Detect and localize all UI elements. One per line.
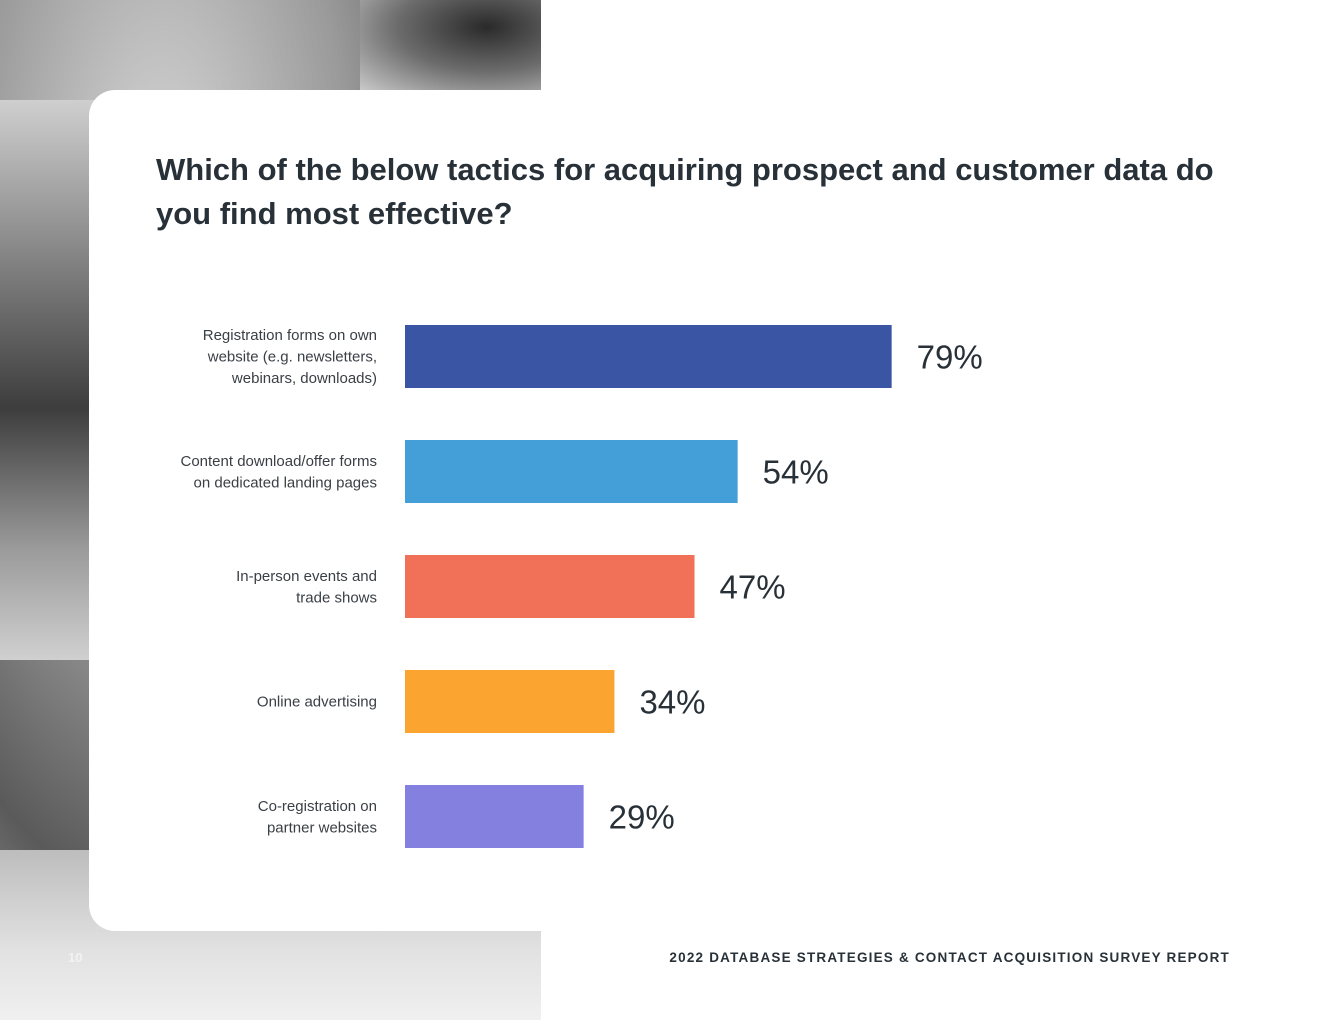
- bar-1: [405, 325, 892, 388]
- content-card: [89, 90, 1320, 931]
- report-footer: 2022 DATABASE STRATEGIES & CONTACT ACQUI…: [669, 950, 1230, 965]
- bar-3: [405, 555, 695, 618]
- category-label-1: Registration forms on own website (e.g. n…: [203, 327, 377, 387]
- page-number: 10: [68, 950, 83, 965]
- value-label-4: 34%: [639, 684, 705, 721]
- bar-2: [405, 440, 738, 503]
- category-label-4: Online advertising: [257, 694, 377, 711]
- value-label-2: 54%: [763, 454, 829, 491]
- photo-shadow: [360, 0, 541, 90]
- category-label-3: In-person events and trade shows: [236, 568, 377, 607]
- category-label-5: Co-registration on partner websites: [258, 798, 377, 837]
- bar-5: [405, 785, 584, 848]
- value-label-5: 29%: [609, 799, 675, 836]
- value-label-3: 47%: [720, 569, 786, 606]
- category-label-2: Content download/offer forms on dedicated…: [180, 453, 377, 492]
- chart-title: Which of the below tactics for acquiring…: [156, 152, 1214, 231]
- bar-4: [405, 670, 615, 733]
- value-label-1: 79%: [917, 339, 983, 376]
- photo-shadow: [0, 100, 95, 660]
